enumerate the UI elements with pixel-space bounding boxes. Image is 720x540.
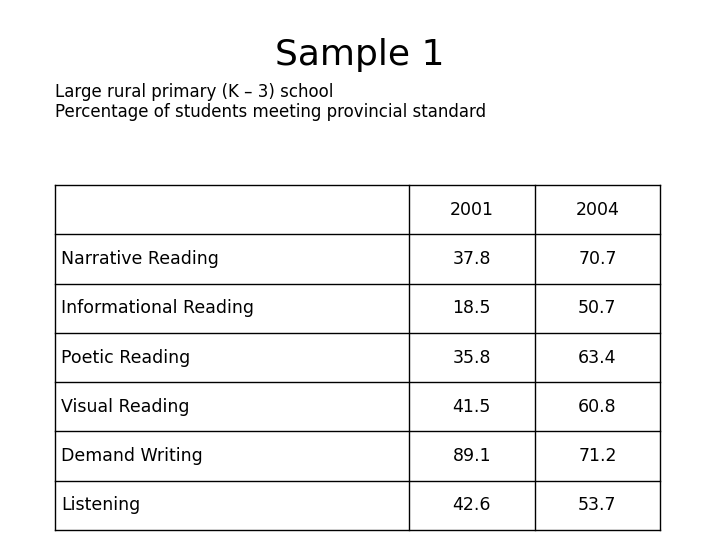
Text: 2004: 2004 — [575, 201, 619, 219]
Text: 89.1: 89.1 — [453, 447, 491, 465]
Text: 53.7: 53.7 — [578, 496, 616, 515]
Text: 42.6: 42.6 — [453, 496, 491, 515]
Text: 41.5: 41.5 — [453, 398, 491, 416]
Text: 2001: 2001 — [450, 201, 494, 219]
Text: Listening: Listening — [61, 496, 140, 515]
Text: Large rural primary (K – 3) school: Large rural primary (K – 3) school — [55, 83, 333, 101]
Text: 37.8: 37.8 — [453, 250, 491, 268]
Text: 60.8: 60.8 — [578, 398, 617, 416]
Text: Percentage of students meeting provincial standard: Percentage of students meeting provincia… — [55, 103, 486, 121]
Text: 50.7: 50.7 — [578, 299, 616, 317]
Text: Demand Writing: Demand Writing — [61, 447, 203, 465]
Text: Visual Reading: Visual Reading — [61, 398, 189, 416]
Text: Poetic Reading: Poetic Reading — [61, 348, 190, 367]
Text: Informational Reading: Informational Reading — [61, 299, 254, 317]
Text: 18.5: 18.5 — [453, 299, 491, 317]
Text: 70.7: 70.7 — [578, 250, 616, 268]
Text: 71.2: 71.2 — [578, 447, 616, 465]
Text: 35.8: 35.8 — [453, 348, 491, 367]
Text: Narrative Reading: Narrative Reading — [61, 250, 219, 268]
Text: Sample 1: Sample 1 — [275, 38, 445, 72]
Text: 63.4: 63.4 — [578, 348, 616, 367]
